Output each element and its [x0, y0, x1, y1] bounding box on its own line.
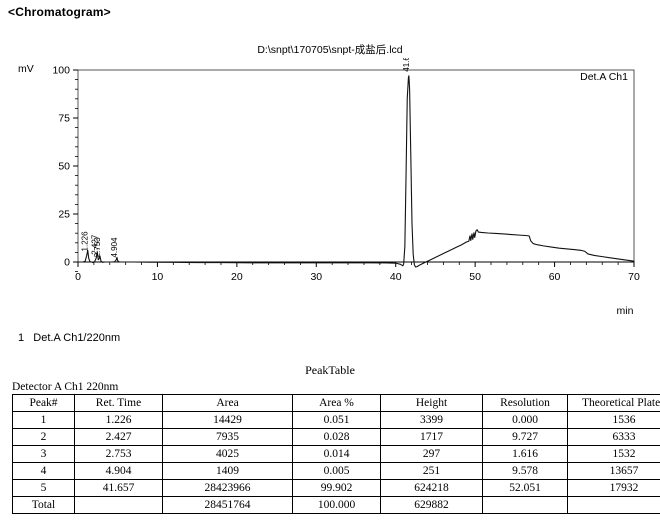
cell-area: 7935: [162, 428, 293, 446]
total-cell-height: 629882: [380, 496, 483, 514]
table-header-cell-0: Peak#: [12, 394, 75, 412]
peaktable-title: PeakTable: [305, 363, 355, 377]
chromatogram-heading: <Chromatogram>: [8, 5, 111, 19]
cell-plates: 13657: [567, 462, 660, 480]
table-row: 3 2.753 4025 0.014 297 1.616 1532: [12, 445, 660, 463]
table-header-cell-6: Theoretical Plate#: [567, 394, 660, 412]
cell-area: 1409: [162, 462, 293, 480]
x-axis-unit-label: min: [617, 305, 634, 317]
svg-text:40: 40: [390, 271, 402, 283]
cell-plates: 1536: [567, 411, 660, 429]
cell-height: 3399: [380, 411, 483, 429]
svg-text:0: 0: [64, 257, 70, 269]
cell-area-pct: 0.005: [292, 462, 381, 480]
svg-text:2.427: 2.427: [90, 234, 99, 255]
cell-plates: 1532: [567, 445, 660, 463]
cell-peak: 1: [12, 411, 75, 429]
svg-text:50: 50: [58, 161, 70, 173]
total-cell-area-pct: 100.000: [292, 496, 381, 514]
svg-text:41.657: 41.657: [402, 58, 411, 72]
y-axis-unit-label: mV: [18, 63, 34, 75]
cell-plates: 6333: [567, 428, 660, 446]
channel-legend-index: 1: [18, 332, 25, 344]
y-axis-ticks: 0 25 50 75 100: [52, 65, 78, 273]
cell-resolution: 9.727: [482, 428, 568, 446]
file-path-title: D:\snpt\170705\snpt-成盐后.lcd: [257, 44, 403, 56]
total-cell-plates: [567, 496, 660, 514]
total-cell-area: 28451764: [162, 496, 293, 514]
chromatogram-plot: 0 25 50 75 100 0 10 20 30 40 50 60 70 1.226 2.427 2.7…: [0, 58, 660, 338]
table-body: 1 1.226 14429 0.051 3399 0.000 1536 2 2.427 7935 0…: [12, 411, 660, 514]
cell-resolution: 1.616: [482, 445, 568, 463]
chromatogram-svg: 0 25 50 75 100 0 10 20 30 40 50 60 70 1.226 2.4272.7…: [18, 58, 640, 317]
x-axis-ticks: 0 10 20 30 40 50 60 70: [75, 262, 640, 283]
cell-ret-time: 41.657: [74, 479, 163, 497]
table-row: 4 4.904 1409 0.005 251 9.578 13657: [12, 462, 660, 480]
cell-plates: 17932: [567, 479, 660, 497]
svg-text:50: 50: [469, 271, 481, 283]
plot-frame: [77, 69, 635, 263]
cell-area: 14429: [162, 411, 293, 429]
cell-area: 4025: [162, 445, 293, 463]
cell-peak: 5: [12, 479, 75, 497]
svg-text:70: 70: [628, 271, 640, 283]
cell-ret-time: 1.226: [74, 411, 163, 429]
svg-text:25: 25: [58, 209, 70, 221]
cell-height: 1717: [380, 428, 483, 446]
svg-text:0: 0: [75, 271, 81, 283]
table-header-cell-2: Area: [162, 394, 293, 412]
cell-area-pct: 0.028: [292, 428, 381, 446]
cell-area: 28423966: [162, 479, 293, 497]
svg-text:4.904: 4.904: [110, 237, 119, 258]
svg-text:100: 100: [52, 65, 70, 77]
svg-text:2.753: 2.753: [93, 237, 102, 258]
table-row: 5 41.657 28423966 99.902 624218 52.051 17932: [12, 479, 660, 497]
cell-resolution: 9.578: [482, 462, 568, 480]
svg-text:75: 75: [58, 113, 70, 125]
cell-ret-time: 2.427: [74, 428, 163, 446]
table-header-cell-4: Height: [380, 394, 483, 412]
table-row: 2 2.427 7935 0.028 1717 9.727 6333: [12, 428, 660, 446]
cell-area-pct: 99.902: [292, 479, 381, 497]
cell-area-pct: 0.051: [292, 411, 381, 429]
table-row: 1 1.226 14429 0.051 3399 0.000 1536: [12, 411, 660, 429]
total-cell-ret-time: [74, 496, 163, 514]
svg-text:60: 60: [549, 271, 561, 283]
cell-ret-time: 2.753: [74, 445, 163, 463]
table-header-cell-3: Area %: [292, 394, 381, 412]
table-total-row: Total 28451764 100.000 629882: [12, 496, 660, 514]
cell-height: 251: [380, 462, 483, 480]
table-header-cell-1: Ret. Time: [74, 394, 163, 412]
svg-text:1.226: 1.226: [81, 231, 90, 252]
cell-resolution: 52.051: [482, 479, 568, 497]
total-cell-peak: Total: [12, 496, 75, 514]
cell-peak: 3: [12, 445, 75, 463]
channel-legend-label: Det.A Ch1/220nm: [33, 332, 121, 344]
cell-area-pct: 0.014: [292, 445, 381, 463]
chromatogram-trace: [77, 75, 635, 268]
cell-peak: 2: [12, 428, 75, 446]
table-header-cell-5: Resolution: [482, 394, 568, 412]
svg-text:10: 10: [152, 271, 164, 283]
table-header-row: Peak# Ret. Time Area Area % Height Resolution…: [12, 394, 660, 412]
detector-channel-annotation: Det.A Ch1: [580, 71, 628, 83]
total-cell-resolution: [482, 496, 568, 514]
cell-peak: 4: [12, 462, 75, 480]
cell-height: 297: [380, 445, 483, 463]
svg-text:20: 20: [231, 271, 243, 283]
channel-legend: 1 Det.A Ch1/220nm: [18, 332, 120, 344]
cell-ret-time: 4.904: [74, 462, 163, 480]
peaktable-detector-line: Detector A Ch1 220nm: [12, 381, 119, 393]
cell-resolution: 0.000: [482, 411, 568, 429]
peak-table: Peak# Ret. Time Area Area % Height Resolution…: [12, 394, 660, 514]
svg-text:30: 30: [310, 271, 322, 283]
cell-height: 624218: [380, 479, 483, 497]
